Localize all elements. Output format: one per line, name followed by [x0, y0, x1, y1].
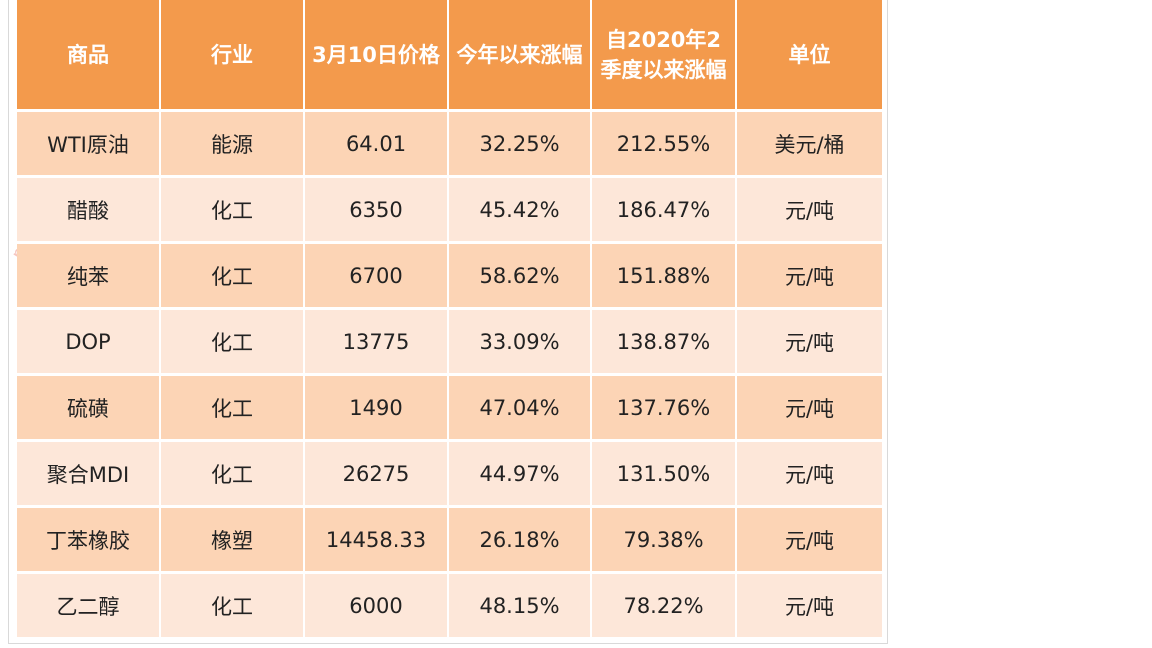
cell-change-since-2020q2: 186.47%: [592, 178, 737, 244]
cell-unit: 元/吨: [737, 376, 882, 442]
cell-change-since-2020q2: 138.87%: [592, 310, 737, 376]
cell-price: 1490: [305, 376, 449, 442]
cell-unit: 元/吨: [737, 508, 882, 574]
cell-unit: 元/吨: [737, 574, 882, 640]
header-ytd-change: 今年以来涨幅: [449, 0, 592, 112]
cell-commodity: 丁苯橡胶: [17, 508, 161, 574]
cell-change-since-2020q2: 79.38%: [592, 508, 737, 574]
cell-commodity: 聚合MDI: [17, 442, 161, 508]
table-row: 纯苯 化工 6700 58.62% 151.88% 元/吨: [17, 244, 882, 310]
header-industry: 行业: [161, 0, 305, 112]
cell-industry: 化工: [161, 244, 305, 310]
cell-ytd-change: 32.25%: [449, 112, 592, 178]
cell-unit: 元/吨: [737, 442, 882, 508]
cell-industry: 能源: [161, 112, 305, 178]
table-row: WTI原油 能源 64.01 32.25% 212.55% 美元/桶: [17, 112, 882, 178]
cell-price: 64.01: [305, 112, 449, 178]
cell-commodity: WTI原油: [17, 112, 161, 178]
cell-price: 6000: [305, 574, 449, 640]
cell-industry: 化工: [161, 442, 305, 508]
cell-unit: 元/吨: [737, 310, 882, 376]
cell-ytd-change: 45.42%: [449, 178, 592, 244]
cell-ytd-change: 48.15%: [449, 574, 592, 640]
cell-change-since-2020q2: 151.88%: [592, 244, 737, 310]
header-commodity: 商品: [17, 0, 161, 112]
header-change-since-2020q2: 自2020年2季度以来涨幅: [592, 0, 737, 112]
cell-change-since-2020q2: 212.55%: [592, 112, 737, 178]
cell-change-since-2020q2: 78.22%: [592, 574, 737, 640]
cell-commodity: 醋酸: [17, 178, 161, 244]
table-row: 硫磺 化工 1490 47.04% 137.76% 元/吨: [17, 376, 882, 442]
cell-industry: 化工: [161, 178, 305, 244]
header-price-mar10: 3月10日价格: [305, 0, 449, 112]
cell-price: 26275: [305, 442, 449, 508]
cell-commodity: 纯苯: [17, 244, 161, 310]
cell-change-since-2020q2: 131.50%: [592, 442, 737, 508]
table-row: 醋酸 化工 6350 45.42% 186.47% 元/吨: [17, 178, 882, 244]
cell-price: 14458.33: [305, 508, 449, 574]
cell-industry: 化工: [161, 574, 305, 640]
cell-unit: 元/吨: [737, 178, 882, 244]
cell-ytd-change: 44.97%: [449, 442, 592, 508]
table-row: 丁苯橡胶 橡塑 14458.33 26.18% 79.38% 元/吨: [17, 508, 882, 574]
header-unit: 单位: [737, 0, 882, 112]
cell-price: 13775: [305, 310, 449, 376]
cell-industry: 化工: [161, 310, 305, 376]
cell-ytd-change: 47.04%: [449, 376, 592, 442]
cell-price: 6350: [305, 178, 449, 244]
document-frame: [8, 0, 888, 644]
table-row: DOP 化工 13775 33.09% 138.87% 元/吨: [17, 310, 882, 376]
table-row: 聚合MDI 化工 26275 44.97% 131.50% 元/吨: [17, 442, 882, 508]
cell-ytd-change: 33.09%: [449, 310, 592, 376]
cell-commodity: DOP: [17, 310, 161, 376]
cell-change-since-2020q2: 137.76%: [592, 376, 737, 442]
table-row: 乙二醇 化工 6000 48.15% 78.22% 元/吨: [17, 574, 882, 640]
cell-ytd-change: 58.62%: [449, 244, 592, 310]
cell-commodity: 硫磺: [17, 376, 161, 442]
cell-price: 6700: [305, 244, 449, 310]
cell-industry: 化工: [161, 376, 305, 442]
cell-unit: 元/吨: [737, 244, 882, 310]
cell-commodity: 乙二醇: [17, 574, 161, 640]
commodity-price-table: 商品 行业 3月10日价格 今年以来涨幅 自2020年2季度以来涨幅 单位 WT…: [17, 0, 882, 640]
cell-unit: 美元/桶: [737, 112, 882, 178]
cell-ytd-change: 26.18%: [449, 508, 592, 574]
table-header-row: 商品 行业 3月10日价格 今年以来涨幅 自2020年2季度以来涨幅 单位: [17, 0, 882, 112]
cell-industry: 橡塑: [161, 508, 305, 574]
